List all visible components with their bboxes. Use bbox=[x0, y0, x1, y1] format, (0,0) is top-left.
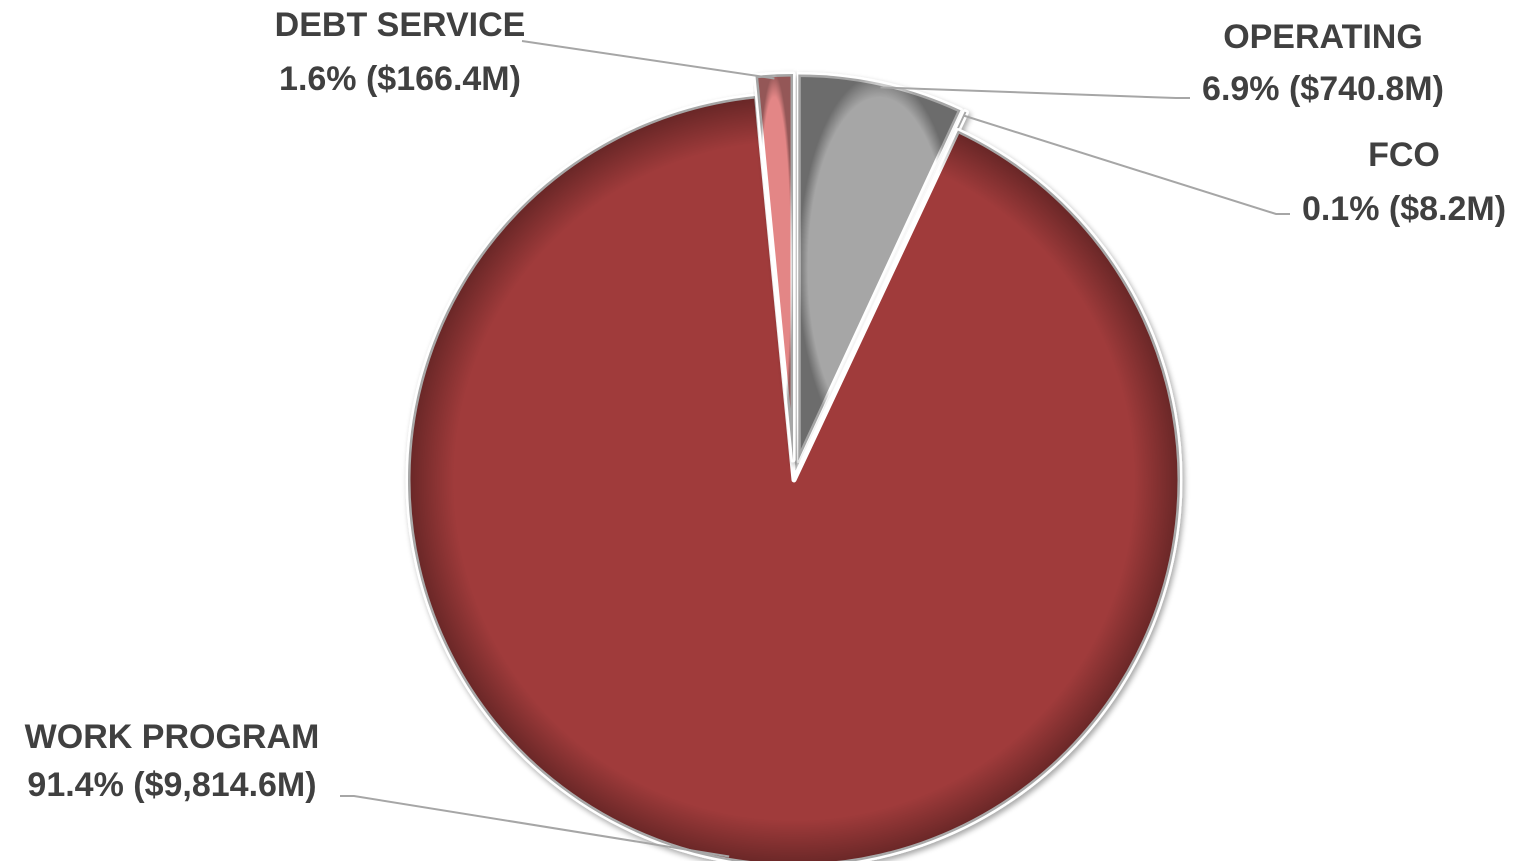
label-work-program-name: WORK PROGRAM bbox=[25, 718, 320, 756]
label-operating-name: OPERATING bbox=[1223, 18, 1423, 56]
leader-line-fco bbox=[963, 114, 1290, 215]
label-fco-value: 0.1% ($8.2M) bbox=[1302, 190, 1506, 228]
label-operating: OPERATING 6.9% ($740.8M) bbox=[1202, 18, 1444, 108]
label-fco-name: FCO bbox=[1368, 136, 1440, 174]
label-fco: FCO 0.1% ($8.2M) bbox=[1302, 136, 1506, 228]
leader-line-work-program bbox=[340, 795, 730, 858]
leader-line-operating bbox=[880, 86, 1190, 99]
leader-line-debt-service bbox=[521, 40, 775, 80]
label-operating-value: 6.9% ($740.8M) bbox=[1202, 70, 1444, 108]
label-debt-service: DEBT SERVICE 1.6% ($166.4M) bbox=[275, 6, 526, 98]
label-work-program-value: 91.4% ($9,814.6M) bbox=[27, 766, 316, 804]
leader-lines bbox=[340, 40, 1290, 858]
label-debt-service-value: 1.6% ($166.4M) bbox=[279, 60, 521, 98]
label-debt-service-name: DEBT SERVICE bbox=[275, 6, 526, 44]
label-work-program: WORK PROGRAM 91.4% ($9,814.6M) bbox=[25, 718, 320, 804]
pie-slices bbox=[405, 71, 1183, 861]
